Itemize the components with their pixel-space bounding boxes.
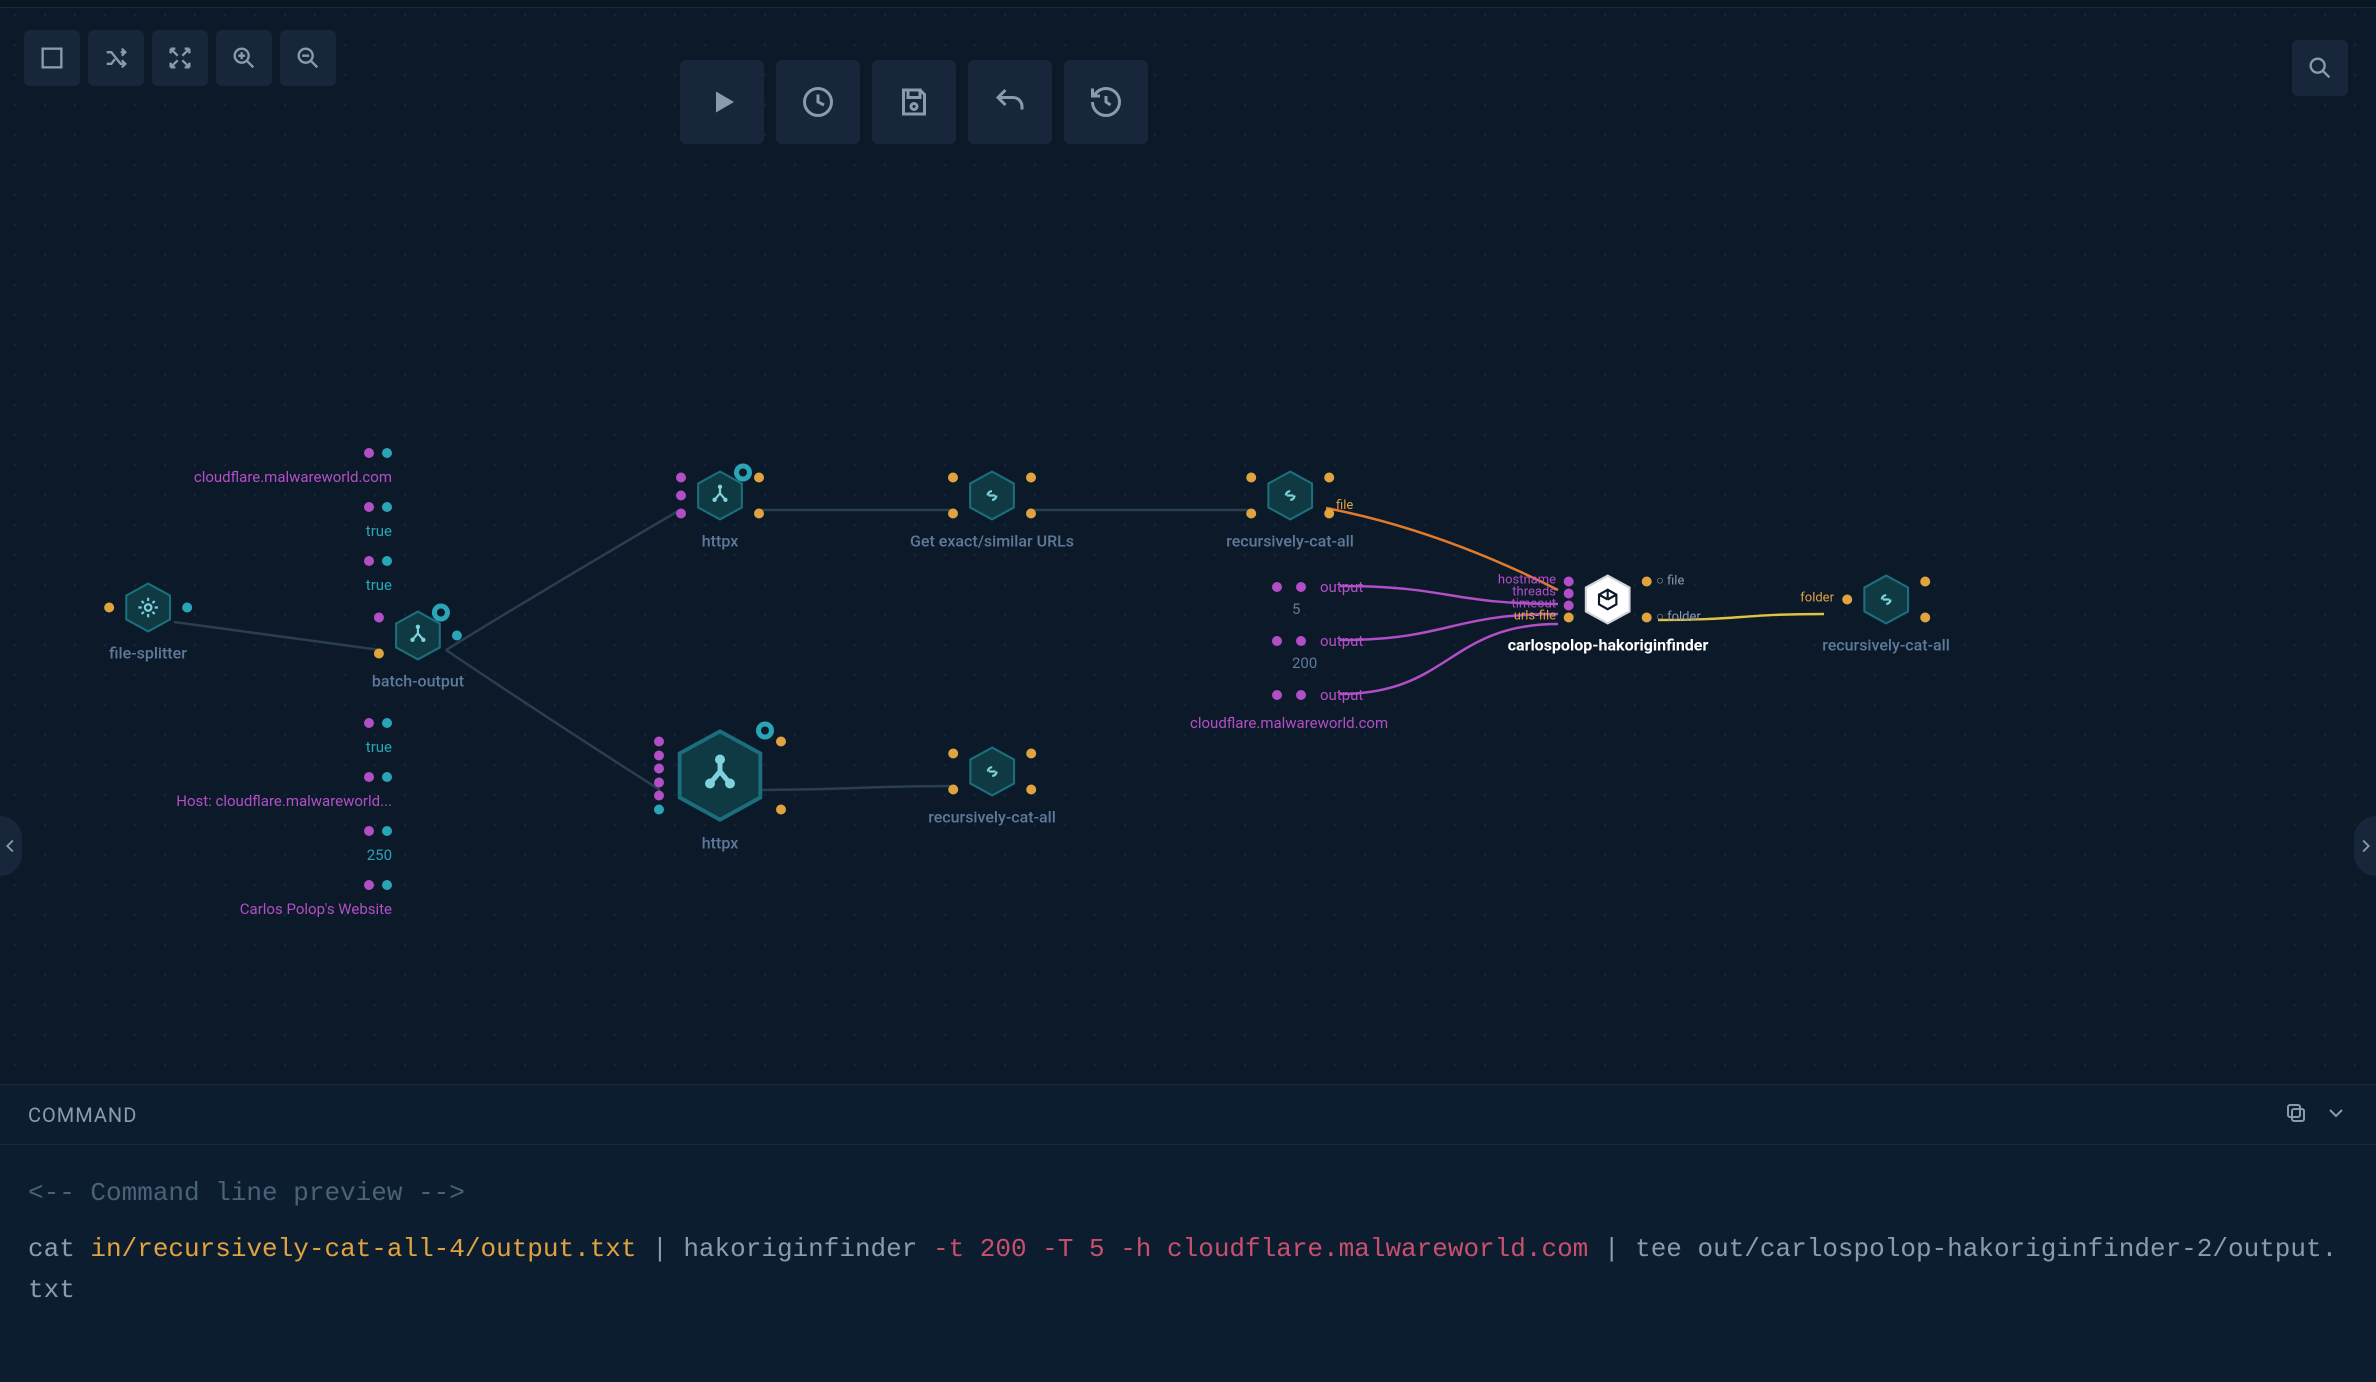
node-file-splitter[interactable]: file-splitter (109, 582, 187, 663)
command-header: COMMAND (0, 1085, 2376, 1145)
node-label: batch-output (372, 672, 464, 691)
param-pill[interactable]: output (1272, 686, 1363, 704)
node-label: recursively-cat-all (1226, 532, 1354, 551)
param-label: true (366, 576, 392, 594)
fullscreen-icon[interactable] (24, 30, 80, 86)
command-header-title: COMMAND (28, 1103, 137, 1127)
command-body: <-- Command line preview --> cat in/recu… (0, 1145, 2376, 1340)
shuffle-icon[interactable] (88, 30, 144, 86)
node-get-urls[interactable]: Get exact/similar URLs (910, 470, 1074, 551)
panel-expand-right[interactable] (2354, 816, 2376, 876)
toolbar-center (680, 60, 1148, 144)
param-label: Carlos Polop's Website (240, 900, 392, 918)
param-pill[interactable] (364, 556, 392, 566)
toolbar-right (2292, 40, 2348, 96)
command-panel: COMMAND <-- Command line preview --> cat… (0, 1084, 2376, 1382)
param-label: true (366, 522, 392, 540)
param-label: Host: cloudflare.malwareworld... (176, 792, 392, 810)
param-label: cloudflare.malwareworld.com (194, 468, 392, 486)
node-label: httpx (702, 834, 738, 853)
node-rec-cat-2[interactable]: recursively-cat-all (1226, 470, 1354, 551)
param-pill[interactable] (364, 502, 392, 512)
param-pill[interactable] (364, 772, 392, 782)
save-icon[interactable] (872, 60, 956, 144)
node-label: httpx (702, 532, 738, 551)
zoom-out-icon[interactable] (280, 30, 336, 86)
node-label: recursively-cat-all (928, 808, 1056, 827)
param-pill[interactable] (364, 826, 392, 836)
history-icon[interactable] (1064, 60, 1148, 144)
param-pill[interactable] (364, 880, 392, 890)
param-pill[interactable]: output (1272, 578, 1363, 596)
command-preview-comment: <-- Command line preview --> (28, 1173, 2348, 1215)
undo-icon[interactable] (968, 60, 1052, 144)
node-batch-output[interactable]: batch-output (372, 610, 464, 691)
copy-icon[interactable] (2284, 1101, 2308, 1129)
param-label: 250 (367, 846, 392, 864)
chevron-down-icon[interactable] (2324, 1101, 2348, 1129)
node-httpx-1[interactable]: httpx (694, 470, 746, 551)
param-pill[interactable]: output (1272, 632, 1363, 650)
command-line: cat in/recursively-cat-all-4/output.txt … (28, 1229, 2348, 1312)
node-label: Get exact/similar URLs (910, 532, 1074, 551)
zoom-in-icon[interactable] (216, 30, 272, 86)
node-label: recursively-cat-all (1822, 636, 1950, 655)
node-rec-cat-3[interactable]: folderrecursively-cat-all (1822, 574, 1950, 655)
clock-icon[interactable] (776, 60, 860, 144)
node-rec-cat-1[interactable]: recursively-cat-all (928, 746, 1056, 827)
param-pill[interactable] (364, 718, 392, 728)
node-label: file-splitter (109, 644, 187, 663)
node-hakorigin[interactable]: hostnamethreadstimeouturls-file○ file○ f… (1508, 574, 1709, 655)
play-icon[interactable] (680, 60, 764, 144)
app-root: file-splitter batch-output httpx httpx G… (0, 0, 2376, 1382)
param-pill[interactable] (364, 448, 392, 458)
toolbar-left (24, 30, 336, 86)
expand-icon[interactable] (152, 30, 208, 86)
node-label: carlospolop-hakoriginfinder (1508, 636, 1709, 655)
param-label: true (366, 738, 392, 756)
search-icon[interactable] (2292, 40, 2348, 96)
node-httpx-2[interactable]: httpx (672, 728, 768, 853)
